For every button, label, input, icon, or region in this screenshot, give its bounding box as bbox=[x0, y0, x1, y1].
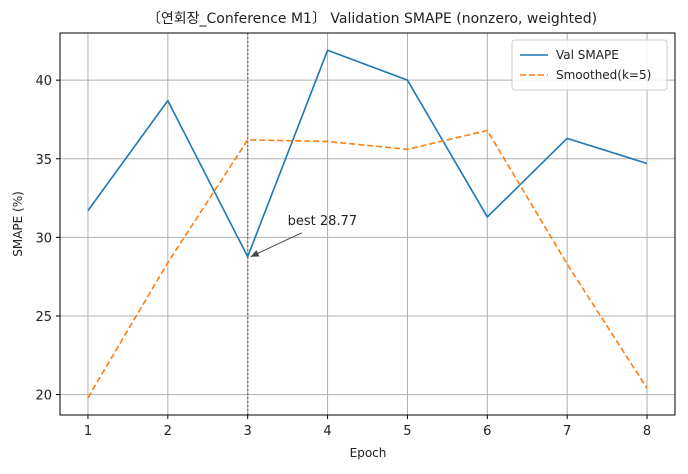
x-axis-label: Epoch bbox=[350, 446, 387, 460]
annotation-group: best 28.77 bbox=[250, 214, 357, 258]
y-axis-label: SMAPE (%) bbox=[11, 191, 25, 257]
y-tick-label: 25 bbox=[35, 310, 52, 325]
legend: Val SMAPE Smoothed(k=5) bbox=[511, 39, 668, 91]
x-tick-label: 7 bbox=[563, 424, 571, 439]
y-tick-label: 40 bbox=[35, 74, 52, 89]
y-tick-label: 20 bbox=[35, 389, 52, 404]
x-axis-ticks: 1 2 3 4 5 6 7 8 bbox=[84, 415, 651, 439]
x-tick-label: 8 bbox=[643, 424, 651, 439]
y-tick-label: 30 bbox=[35, 231, 52, 246]
x-tick-label: 5 bbox=[403, 424, 411, 439]
legend-box bbox=[511, 39, 668, 91]
series-group bbox=[87, 49, 648, 399]
chart-title: 〔연회장_Conference M1〕 Validation SMAPE (no… bbox=[147, 11, 597, 27]
y-tick-label: 35 bbox=[35, 153, 52, 168]
y-axis-ticks: 20 25 30 35 40 bbox=[35, 74, 60, 404]
series-line-val-smape bbox=[87, 49, 648, 258]
plot-frame bbox=[59, 32, 676, 416]
annotation-label: best 28.77 bbox=[288, 214, 357, 229]
grid bbox=[60, 33, 675, 415]
legend-label: Val SMAPE bbox=[556, 48, 619, 62]
x-tick-label: 6 bbox=[483, 424, 491, 439]
x-tick-label: 3 bbox=[244, 424, 252, 439]
annotation-arrow-head bbox=[250, 250, 260, 257]
x-tick-label: 4 bbox=[323, 424, 331, 439]
x-tick-label: 1 bbox=[84, 424, 92, 439]
x-tick-label: 2 bbox=[164, 424, 172, 439]
annotation-arrow-shaft bbox=[250, 232, 302, 258]
series-line-smoothed bbox=[87, 129, 648, 399]
legend-label: Smoothed(k=5) bbox=[556, 68, 651, 82]
